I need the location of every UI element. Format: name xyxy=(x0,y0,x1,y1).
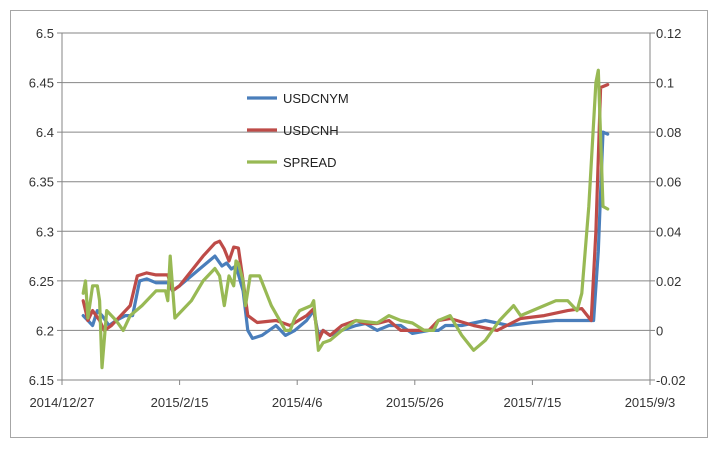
left-tick-label: 6.2 xyxy=(36,323,54,338)
right-tick-label: 0.06 xyxy=(656,175,681,190)
x-tick-label: 2015/2/15 xyxy=(151,395,209,410)
x-tick-label: 2015/9/3 xyxy=(625,395,676,410)
right-tick-label: 0.08 xyxy=(656,125,681,140)
x-tick-label: 2015/4/6 xyxy=(272,395,323,410)
legend-label-usdcnh: USDCNH xyxy=(283,123,339,138)
left-tick-label: 6.3 xyxy=(36,224,54,239)
series-lines xyxy=(81,68,610,370)
left-tick-label: 6.45 xyxy=(29,76,54,91)
right-tick-label: 0 xyxy=(656,323,663,338)
x-axis-ticks: 2014/12/27 2015/2/15 2015/4/6 2015/5/26 2015… xyxy=(29,395,675,410)
x-tick-label: 2014/12/27 xyxy=(29,395,94,410)
right-tick-label: -0.02 xyxy=(656,373,686,388)
axes xyxy=(57,32,655,385)
series-line-usdcnh xyxy=(81,83,610,342)
right-tick-label: 0.02 xyxy=(656,274,681,289)
gridlines xyxy=(62,32,650,381)
chart-frame xyxy=(10,10,708,438)
left-tick-label: 6.4 xyxy=(36,125,54,140)
left-tick-label: 6.35 xyxy=(29,175,54,190)
right-tick-label: 0.04 xyxy=(656,224,681,239)
left-tick-label: 6.5 xyxy=(36,26,54,41)
legend-label-spread: SPREAD xyxy=(283,155,336,170)
right-tick-label: 0.12 xyxy=(656,26,681,41)
series-line-spread xyxy=(81,68,610,370)
x-tick-label: 2015/5/26 xyxy=(386,395,444,410)
left-tick-label: 6.25 xyxy=(29,274,54,289)
right-axis-ticks: -0.02 0 0.02 0.04 0.06 0.08 0.1 0.12 xyxy=(656,26,686,388)
x-tick-label: 2015/7/15 xyxy=(503,395,561,410)
left-tick-label: 6.15 xyxy=(29,373,54,388)
series-line-usdcnym xyxy=(81,130,610,340)
legend: USDCNYM USDCNH SPREAD xyxy=(247,91,349,170)
legend-label-usdcnym: USDCNYM xyxy=(283,91,349,106)
left-axis-ticks: 6.15 6.2 6.25 6.3 6.35 6.4 6.45 6.5 xyxy=(29,26,54,388)
right-tick-label: 0.1 xyxy=(656,76,674,91)
